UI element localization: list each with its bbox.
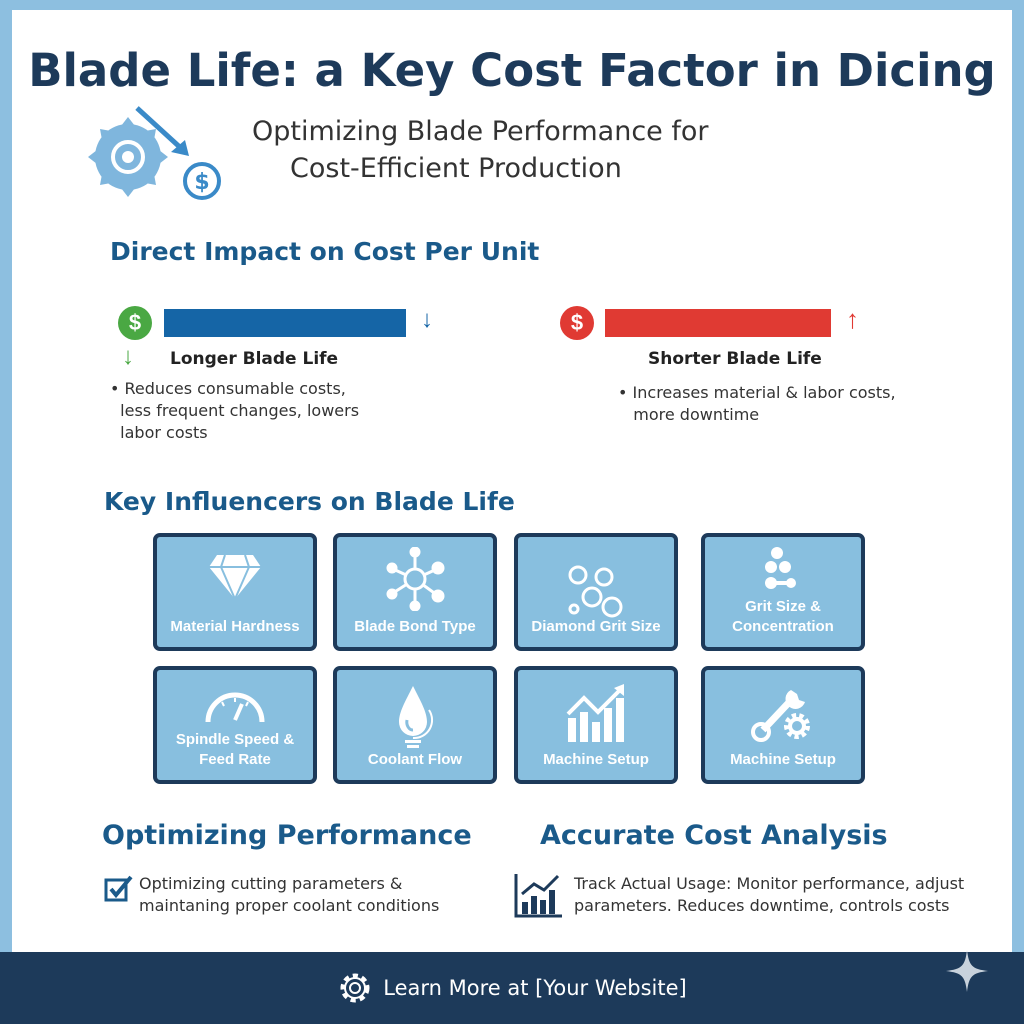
bar-chart-trend-icon (514, 874, 562, 918)
gauge-icon (205, 692, 265, 723)
optimizing-text: Optimizing cutting parameters & maintanin… (139, 873, 439, 917)
card-diamond-grit-size: Diamond Grit Size (514, 533, 678, 651)
poster-panel (12, 10, 1012, 952)
bullet-line: Increases material & labor costs, (632, 383, 896, 402)
bullet-line: labor costs (120, 423, 208, 442)
dollar-green-icon: $ (118, 306, 152, 340)
arrow-down-green-icon: ↓ (122, 343, 134, 370)
card-label: Machine Setup (730, 751, 836, 768)
circles-icon (568, 565, 623, 618)
card-spindle-speed: Spindle Speed & Feed Rate (153, 666, 317, 784)
arrow-up-red-icon: ↑ (846, 304, 859, 334)
bullet-line: more downtime (633, 405, 760, 424)
shorter-blade-life-label: Shorter Blade Life (648, 349, 822, 369)
card-machine-setup-1: Machine Setup (514, 666, 678, 784)
droplet-icon (399, 686, 434, 748)
direct-impact-heading: Direct Impact on Cost Per Unit (110, 237, 540, 266)
dollar-red-icon: $ (560, 306, 594, 340)
optimizing-heading: Optimizing Performance (102, 820, 472, 851)
footer-bar: Learn More at [Your Website] (0, 952, 1024, 1024)
analysis-heading: Accurate Cost Analysis (540, 820, 888, 851)
footer-link[interactable]: Learn More at [Your Website] (383, 976, 687, 1000)
shorter-life-bar (605, 309, 831, 337)
subtitle-line1: Optimizing Blade Performance for (252, 116, 709, 147)
longer-blade-life-label: Longer Blade Life (170, 349, 339, 369)
analysis-text: Track Actual Usage: Monitor performance,… (574, 873, 964, 917)
text-line: parameters. Reduces downtime, controls c… (574, 896, 950, 915)
page-title: Blade Life: a Key Cost Factor in Dicing (28, 44, 996, 97)
longer-life-bar (164, 309, 406, 337)
bullet-line: less frequent changes, lowers (120, 401, 360, 420)
card-label: Coolant Flow (367, 751, 463, 768)
card-machine-setup-2: Machine Setup (701, 666, 865, 784)
dots-icon (765, 547, 796, 589)
shorter-life-bullet: • Increases material & labor costs, more… (618, 383, 896, 424)
svg-text:$: $ (194, 170, 209, 195)
influencers-heading: Key Influencers on Blade Life (104, 487, 515, 516)
arrow-down-blue-icon: ↓ (421, 306, 433, 333)
subtitle-line2: Cost-Efficient Production (290, 153, 622, 184)
card-label: Diamond Grit Size (531, 618, 661, 635)
card-label: Feed Rate (199, 751, 271, 768)
card-blade-bond-type: Blade Bond Type (333, 533, 497, 651)
card-label: Material Hardness (170, 618, 300, 635)
text-line: maintaning proper coolant conditions (139, 896, 440, 915)
card-label: Concentration (732, 618, 834, 635)
longer-life-bullet: • Reduces consumable costs, less frequen… (110, 379, 360, 442)
card-grit-concentration: Grit Size & Concentration (701, 533, 865, 651)
checkbox-icon (104, 875, 133, 902)
gear-icon (340, 973, 370, 1003)
saw-blade-cost-icon: $ (88, 106, 221, 200)
card-label: Blade Bond Type (354, 618, 476, 635)
wrench-gear-icon (751, 690, 810, 742)
card-label: Machine Setup (543, 751, 649, 768)
sparkle-icon (946, 950, 988, 992)
molecule-icon (386, 547, 445, 611)
card-coolant-flow: Coolant Flow (333, 666, 497, 784)
text-line: Track Actual Usage: Monitor performance,… (574, 874, 965, 893)
bullet-line: Reduces consumable costs, (124, 379, 346, 398)
diamond-icon (209, 554, 261, 601)
card-material-hardness: Material Hardness (153, 533, 317, 651)
growth-chart-icon (566, 684, 624, 742)
text-line: Optimizing cutting parameters & (139, 874, 403, 893)
card-label: Spindle Speed & (175, 731, 295, 748)
card-label: Grit Size & (745, 598, 821, 615)
